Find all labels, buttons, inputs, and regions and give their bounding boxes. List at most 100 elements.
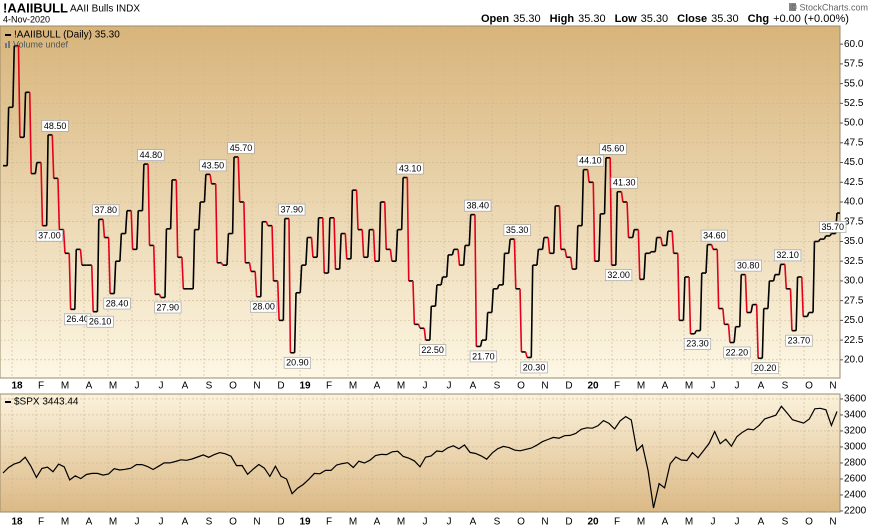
line-change — [761, 308, 765, 359]
value-label: 23.30 — [686, 339, 709, 349]
value-label-box — [35, 229, 64, 242]
value-label: 26.10 — [89, 317, 112, 327]
line-change — [598, 213, 602, 262]
line-change — [355, 190, 359, 230]
y-tick-label: 40.0 — [844, 197, 864, 208]
x-tick-label: M — [349, 517, 357, 528]
line-change — [530, 265, 534, 358]
value-label-box — [751, 362, 779, 375]
line-change — [823, 235, 827, 240]
line-change — [654, 237, 658, 252]
stat-label: High — [550, 13, 575, 25]
y-tick-label: 60.0 — [844, 39, 864, 50]
value-label: 21.70 — [472, 351, 495, 361]
line-change — [214, 183, 218, 263]
line-change — [609, 157, 613, 266]
y-tick-label: 37.5 — [844, 216, 864, 227]
line-change — [164, 228, 168, 298]
line-change — [338, 233, 342, 270]
volume-note: Volume undef — [13, 39, 69, 49]
line-change — [738, 274, 743, 327]
value-label-box — [137, 149, 165, 161]
x-tick-label: N — [829, 517, 836, 528]
line-change — [519, 288, 523, 352]
value-label-box — [503, 224, 531, 236]
line-change — [474, 214, 478, 347]
line-change — [361, 229, 365, 258]
value-label-box — [520, 361, 548, 374]
x-tick-label: N — [541, 517, 548, 528]
value-label-box — [396, 162, 424, 175]
value-label-box — [774, 249, 802, 262]
line-change — [513, 239, 517, 289]
line-change — [260, 221, 264, 297]
x-tick-label: M — [109, 381, 117, 392]
value-label: 20.30 — [523, 362, 546, 372]
x-tick-label: J — [423, 517, 428, 528]
line-change — [12, 45, 16, 108]
x-tick-label: J — [447, 381, 452, 392]
value-label-box — [785, 334, 813, 347]
line-change — [305, 237, 309, 266]
line-change — [445, 254, 449, 278]
value-label-box — [227, 142, 255, 154]
line-change — [620, 191, 624, 203]
y-tick-label: 32.5 — [844, 256, 864, 267]
x-tick-label: J — [735, 381, 740, 392]
line-change — [710, 244, 714, 250]
y-tick-label: 3600 — [844, 394, 867, 405]
line-change — [248, 262, 252, 272]
y-tick-label: 2600 — [844, 474, 867, 485]
line-change — [800, 276, 804, 317]
x-tick-label: A — [182, 381, 189, 392]
labels: 20.0 22.5 25.0 27.5 30.0 32.5 35.0 37.5 40.0 42.5… — [11, 39, 866, 528]
value-label-box — [723, 346, 751, 359]
y-tick-label: 3400 — [844, 410, 867, 421]
line-change — [434, 284, 438, 307]
x-tick-label: N — [829, 381, 836, 392]
value-label-box — [283, 356, 311, 369]
line-change — [282, 218, 286, 321]
value-label: 37.00 — [38, 231, 61, 241]
line-change — [575, 225, 579, 270]
x-tick-label: M — [109, 517, 117, 528]
line-change — [400, 177, 404, 230]
line-change — [6, 107, 10, 166]
line-change — [688, 276, 692, 334]
line-change — [395, 229, 399, 262]
x-tick-label: M — [637, 381, 645, 392]
value-label: 43.50 — [202, 160, 225, 170]
line — [2, 405, 838, 509]
x-tick-label: A — [470, 381, 477, 392]
line-change — [321, 217, 326, 274]
x-tick-label: J — [423, 381, 428, 392]
x-tick-label: M — [61, 381, 69, 392]
line-change — [462, 245, 466, 266]
line-change — [671, 231, 675, 254]
line-change — [778, 264, 782, 275]
value-label: 28.40 — [106, 298, 129, 308]
line-change — [558, 205, 562, 250]
line-change — [34, 162, 38, 174]
x-tick-label: O — [517, 381, 525, 392]
value-label: 35.30 — [506, 225, 529, 235]
legend: $SPX 3443.44 — [14, 397, 79, 408]
x-tick-label: M — [637, 517, 645, 528]
line-change — [744, 274, 748, 313]
line-change — [169, 179, 173, 229]
value-label: 22.20 — [726, 347, 749, 357]
x-tick-label: D — [277, 517, 284, 528]
value-label: 30.80 — [737, 260, 760, 270]
line-change — [192, 229, 196, 289]
line-change — [795, 276, 799, 331]
line-change — [479, 339, 483, 347]
x-tick-label: N — [253, 381, 260, 392]
x-tick-label: J — [711, 381, 716, 392]
line-change — [124, 210, 128, 234]
legend: !AAIIBULL (Daily) 35.30 — [14, 30, 120, 41]
value-label-box — [250, 300, 278, 313]
line-change — [507, 239, 511, 254]
line-change — [265, 221, 269, 226]
value-label-box — [576, 154, 604, 167]
line-change — [152, 245, 156, 295]
